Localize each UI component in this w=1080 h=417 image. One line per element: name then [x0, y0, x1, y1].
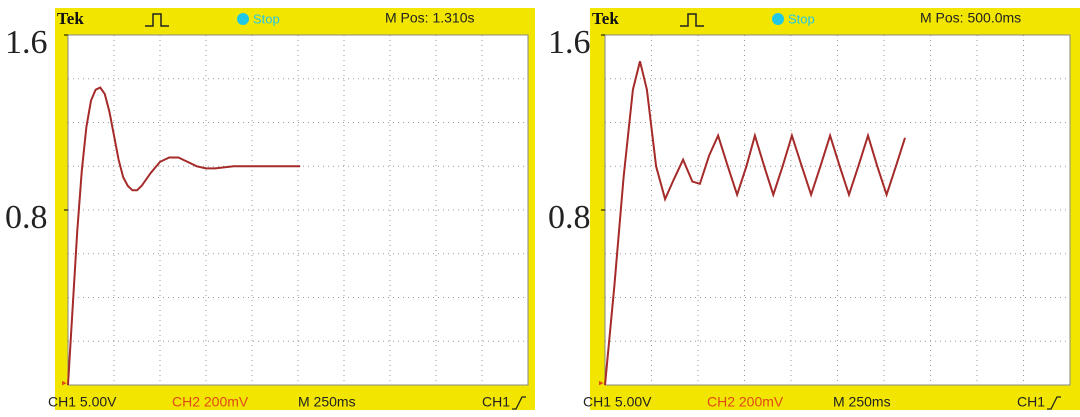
footer-label: M 250ms: [833, 394, 891, 410]
footer-label: CH1 5.00V: [583, 394, 652, 410]
screenshot: 1.6 0.8 Tek Stop M Pos: 1.310s CH1 5.00V CH2 2…: [0, 0, 1080, 417]
ground-marker: ▸: [62, 377, 67, 387]
footer-label: CH2 200mV: [707, 394, 784, 410]
footer-label: CH1: [482, 394, 510, 410]
y-tick-label: 1.6: [5, 24, 48, 61]
footer-label: M 250ms: [298, 394, 356, 410]
status: Stop: [788, 11, 815, 26]
y-tick-label: 1.6: [548, 24, 591, 61]
status-dot: [772, 13, 784, 25]
y-tick-label: 0.8: [5, 199, 48, 236]
brand: Tek: [592, 9, 619, 28]
status: Stop: [253, 11, 280, 26]
y-tick-label: 0.8: [548, 199, 591, 236]
position: M Pos: 1.310s: [385, 10, 475, 26]
footer-label: CH1: [1017, 394, 1045, 410]
position: M Pos: 500.0ms: [920, 10, 1021, 26]
status-dot: [237, 13, 249, 25]
footer-label: CH2 200mV: [172, 394, 249, 410]
ground-marker: ▸: [599, 377, 604, 387]
brand: Tek: [57, 9, 84, 28]
footer-label: CH1 5.00V: [48, 394, 117, 410]
